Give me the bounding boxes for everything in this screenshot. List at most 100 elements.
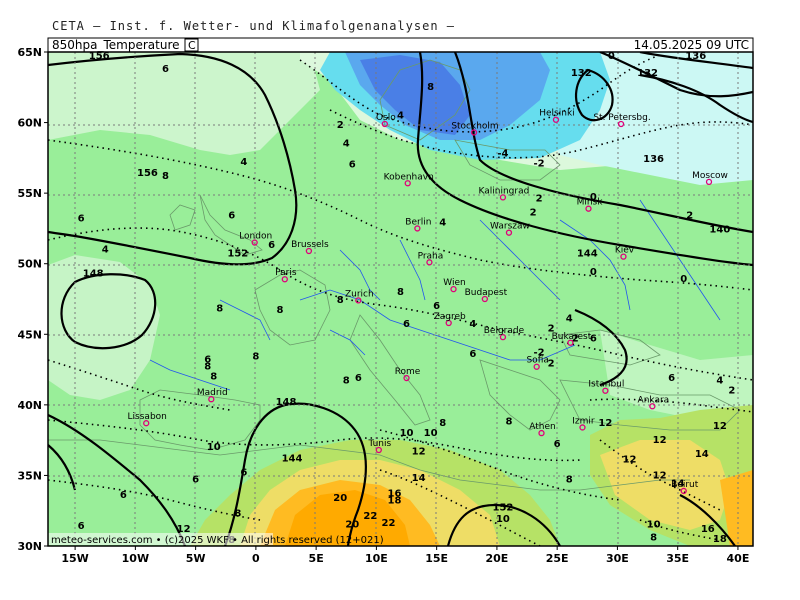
city-marker-icon: [281, 276, 288, 283]
t-band-deep-blue-scandi: [360, 55, 470, 135]
temperature-label: 6: [162, 64, 169, 75]
geopotential-label: 144: [577, 249, 598, 260]
t-band-orange-mideast: [720, 470, 753, 546]
lat-label: 35N: [17, 469, 42, 482]
city-marker-icon: [499, 333, 507, 341]
city-rome: Rome: [395, 367, 421, 382]
lat-label: 65N: [17, 46, 42, 59]
temperature-label: 2: [530, 208, 537, 219]
lat-label: 40N: [17, 399, 42, 412]
city-helsinki: Helsinki: [539, 109, 575, 123]
copyright: meteo-services.com • (c)2025 WKF • All r…: [51, 535, 384, 546]
lon-label: 25E: [546, 552, 569, 565]
lon-label: 10E: [365, 552, 388, 565]
temperature-label: 6: [78, 521, 85, 532]
city-label: Kobenhavn: [384, 172, 434, 182]
lon-label: 0: [252, 552, 260, 565]
lat-label: 55N: [17, 187, 42, 200]
temperature-label: 14: [671, 479, 685, 490]
geopotential-label: 148: [276, 397, 297, 408]
temperature-label: 6: [403, 319, 410, 330]
temperature-label: 16: [701, 524, 715, 535]
coastlines: [48, 59, 741, 491]
temperature-label: 2: [728, 386, 735, 397]
geopotential-label: 156: [89, 51, 110, 62]
city-paris: Paris: [275, 268, 297, 283]
lat-label: 45N: [17, 328, 42, 341]
temperature-label: 12: [653, 470, 667, 481]
temperature-label: 6: [554, 439, 561, 450]
temperature-label: 6: [590, 333, 597, 344]
temperature-label: 0: [590, 192, 597, 203]
city-marker-icon: [208, 396, 215, 403]
city-markers: Oslo Stockholm Helsinki St. Petersbg. Kobenh…: [128, 109, 728, 495]
city-label: Oslo: [376, 113, 396, 123]
temperature-label: 2: [686, 211, 693, 222]
geopotential-label: 132: [637, 68, 658, 79]
lon-label: 40E: [727, 552, 750, 565]
unit-box: [184, 38, 199, 52]
temperature-label: 8: [343, 376, 350, 387]
latitude-axis: 65N 60N 55N 50N 45N 40N 35N 30N: [17, 46, 48, 553]
city-marker-icon: [538, 429, 545, 437]
city-kobenhavn: Kobenhavn: [384, 172, 434, 187]
city-belgrade: Belgrade: [484, 326, 525, 341]
footer-strip: [48, 533, 273, 545]
temperature-label: 6: [120, 490, 127, 501]
temperature-label: 4: [716, 376, 723, 387]
city-label: Budapest: [465, 288, 508, 298]
temperature-label: 20: [345, 520, 359, 531]
city-marker-icon: [499, 194, 507, 201]
temperature-labels: 6464248660-4-222020044666888866462426-22…: [48, 51, 735, 546]
city-marker-icon: [552, 116, 560, 123]
lon-label: 35E: [666, 552, 689, 565]
t-band-yellow-mideast: [600, 440, 730, 530]
temperature-label: 6: [204, 355, 211, 366]
temperature-label: 4: [240, 157, 247, 168]
temperature-label: 2: [548, 323, 555, 334]
temperature-label: 12: [653, 435, 667, 446]
city-label: Zagreb: [434, 312, 466, 322]
lon-label: 15W: [61, 552, 88, 565]
temperature-label: 12: [623, 455, 637, 466]
city-budapest: Budapest: [465, 288, 508, 303]
temperature-label: 8: [439, 418, 446, 429]
city-kaliningrad: Kaliningrad: [479, 186, 529, 201]
city-marker-icon: [602, 387, 609, 394]
header-provider: CETA — Inst. f. Wetter- und Klimafolgena…: [52, 19, 456, 33]
lon-label: 10W: [122, 552, 149, 565]
city-label: Beirut: [671, 480, 699, 490]
city-label: Rome: [395, 367, 421, 377]
city-marker-icon: [649, 403, 656, 410]
city-label: Berlin: [405, 217, 431, 227]
temperature-label: -2: [534, 347, 545, 358]
city-marker-icon: [305, 247, 313, 255]
temperature-label: 0: [608, 51, 615, 62]
temperature-label: 12: [412, 446, 426, 457]
temperature-label: 18: [713, 534, 727, 545]
city-st-petersbg: St. Petersbg.: [593, 113, 651, 128]
city-athen: Athen: [529, 422, 556, 437]
temperature-label: 2: [548, 359, 555, 370]
city-marker-icon: [470, 129, 478, 136]
temperature-label: 2: [337, 120, 344, 131]
geopotential-label: 136: [685, 51, 706, 62]
city-kiev: Kiev: [615, 246, 635, 260]
temperature-label: 6: [349, 160, 356, 171]
city-marker-icon: [585, 205, 592, 212]
city-label: Tunis: [367, 439, 391, 449]
longitude-axis: 15W 10W 5W 0 5E 10E 15E 20E 25E 30E 35E 40E: [61, 546, 749, 565]
city-label: Helsinki: [539, 109, 574, 119]
temperature-label: 8: [252, 352, 259, 363]
temperature-label: 6: [268, 240, 275, 251]
city-marker-icon: [426, 259, 433, 266]
city-label: Istanbul: [588, 380, 624, 390]
city-sofia: Sofia: [526, 356, 549, 370]
city-label: Madrid: [197, 388, 228, 398]
temperature-label: 14: [695, 449, 709, 460]
geopotential-label: 152: [227, 249, 248, 260]
temperature-label: 8: [216, 304, 223, 315]
temperature-label: 10: [647, 520, 661, 531]
temperature-label: 8: [210, 371, 217, 382]
temperature-label: 0: [680, 274, 687, 285]
